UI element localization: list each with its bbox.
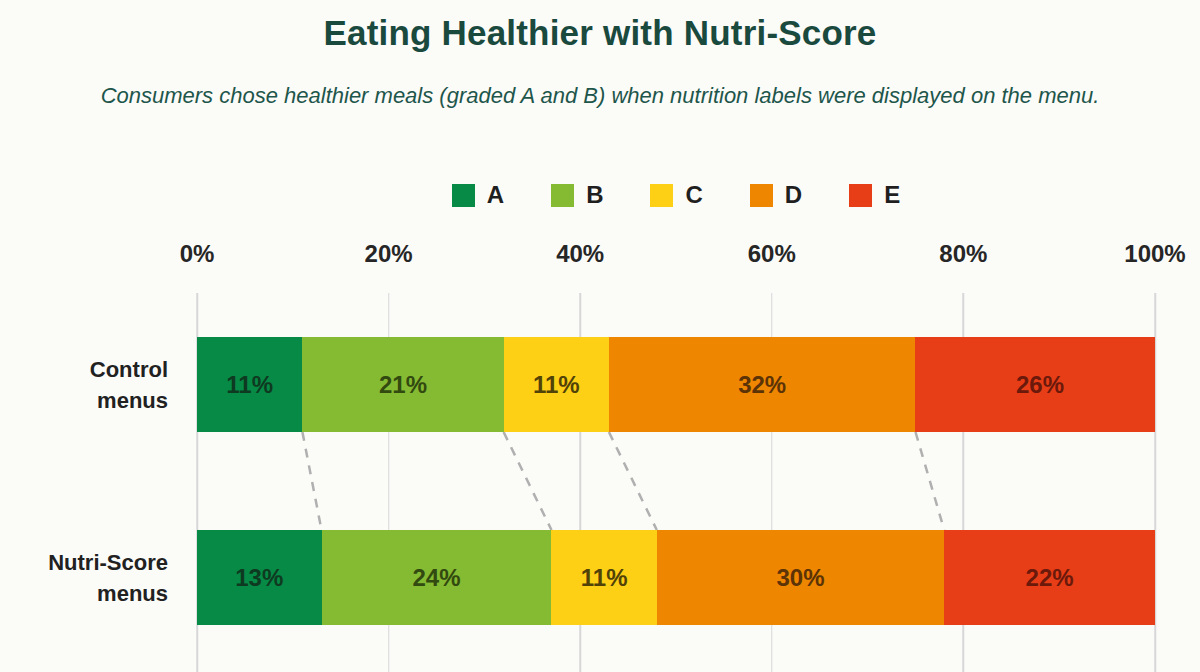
legend-swatch-b	[551, 184, 574, 207]
bar-value-label: 24%	[412, 564, 460, 592]
legend-swatch-d	[750, 184, 773, 207]
legend-label: A	[487, 181, 504, 209]
x-axis-tick: 80%	[939, 240, 987, 268]
bar-value-label: 22%	[1026, 564, 1074, 592]
legend-swatch-a	[452, 184, 475, 207]
subtitle: Consumers chose healthier meals (graded …	[0, 83, 1200, 109]
bar-segment-d[interactable]: 30%	[657, 530, 944, 625]
legend-item-a[interactable]: A	[452, 181, 504, 209]
legend-item-e[interactable]: E	[849, 181, 900, 209]
x-axis-tick: 20%	[365, 240, 413, 268]
bar-value-label: 11%	[226, 371, 273, 399]
chart-legend: A B C D E	[197, 181, 1155, 209]
bar-value-label: 30%	[776, 564, 824, 592]
bar-value-label: 26%	[1016, 371, 1064, 399]
bar-segment-e[interactable]: 22%	[944, 530, 1155, 625]
legend-label: E	[884, 181, 900, 209]
bar-value-label: 21%	[379, 371, 427, 399]
x-axis-tick: 100%	[1124, 240, 1185, 268]
bar-row-control: 11% 21% 11% 32% 26%	[197, 337, 1155, 432]
legend-label: D	[785, 181, 802, 209]
bar-segment-c[interactable]: 11%	[551, 530, 656, 625]
bar-value-label: 11%	[533, 371, 580, 399]
legend-item-c[interactable]: C	[650, 181, 702, 209]
legend-item-d[interactable]: D	[750, 181, 802, 209]
bar-value-label: 32%	[738, 371, 786, 399]
legend-swatch-e	[849, 184, 872, 207]
row-label-nutri-score-menus: Nutri-Score menus	[0, 530, 168, 625]
bar-segment-a[interactable]: 11%	[197, 337, 302, 432]
bar-value-label: 13%	[235, 564, 283, 592]
stacked-bar-chart: 11% 21% 11% 32% 26% 13% 24% 11% 30% 22%	[197, 293, 1155, 672]
bar-segment-a[interactable]: 13%	[197, 530, 322, 625]
legend-label: B	[586, 181, 603, 209]
infographic: Eating Healthier with Nutri-Score Consum…	[0, 0, 1200, 672]
x-axis-tick: 60%	[748, 240, 796, 268]
legend-label: C	[685, 181, 702, 209]
legend-item-b[interactable]: B	[551, 181, 603, 209]
bar-value-label: 11%	[581, 564, 628, 592]
x-axis: 0%20%40%60%80%100%	[197, 240, 1155, 270]
legend-swatch-c	[650, 184, 673, 207]
bar-segment-c[interactable]: 11%	[504, 337, 609, 432]
x-axis-tick: 0%	[180, 240, 215, 268]
page-title: Eating Healthier with Nutri-Score	[0, 13, 1200, 53]
row-label-control-menus: Control menus	[0, 337, 168, 432]
bar-segment-e[interactable]: 26%	[915, 337, 1155, 432]
x-axis-tick: 40%	[556, 240, 604, 268]
bar-row-nutri-score: 13% 24% 11% 30% 22%	[197, 530, 1155, 625]
bar-segment-b[interactable]: 21%	[302, 337, 503, 432]
bar-segment-b[interactable]: 24%	[322, 530, 552, 625]
bar-segment-d[interactable]: 32%	[609, 337, 916, 432]
